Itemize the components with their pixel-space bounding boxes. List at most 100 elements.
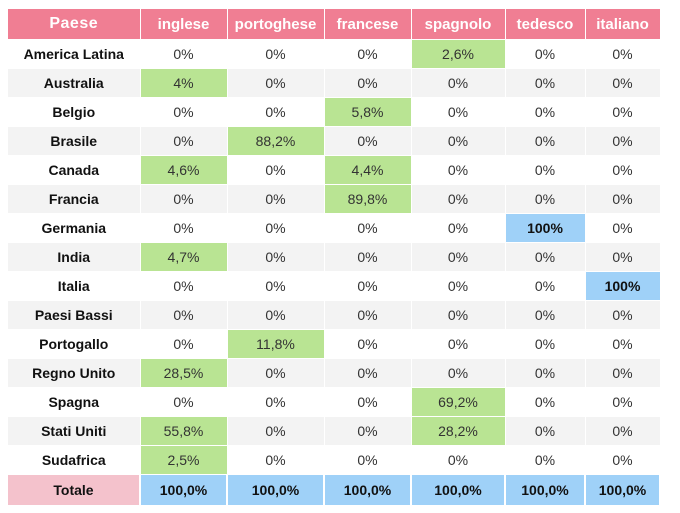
value-cell: 0% bbox=[411, 242, 506, 272]
country-name: Paesi Bassi bbox=[8, 300, 141, 330]
header-language-inglese: inglese bbox=[140, 9, 228, 40]
total-cell: 100,0% bbox=[324, 474, 412, 506]
table-row: Spagna 0% 0% 0% 69,2% 0% 0% bbox=[8, 387, 661, 417]
value-cell: 0% bbox=[411, 445, 506, 475]
value-cell: 0% bbox=[585, 358, 661, 388]
table-row: Francia 0% 0% 89,8% 0% 0% 0% bbox=[8, 184, 661, 214]
value-cell: 0% bbox=[585, 416, 661, 446]
header-language-spagnolo: spagnolo bbox=[411, 9, 506, 40]
value-cell: 28,5% bbox=[140, 358, 228, 388]
value-cell: 0% bbox=[227, 155, 325, 185]
value-cell: 0% bbox=[505, 416, 586, 446]
value-cell: 0% bbox=[505, 271, 586, 301]
language-distribution-table: Paese inglese portoghese francese spagno… bbox=[8, 9, 661, 506]
value-cell: 89,8% bbox=[324, 184, 412, 214]
table-row: Portogallo 0% 11,8% 0% 0% 0% 0% bbox=[8, 329, 661, 359]
value-cell: 0% bbox=[585, 39, 661, 69]
value-cell: 0% bbox=[411, 271, 506, 301]
value-cell: 0% bbox=[411, 300, 506, 330]
value-cell: 11,8% bbox=[227, 329, 325, 359]
value-cell: 28,2% bbox=[411, 416, 506, 446]
value-cell: 4% bbox=[140, 68, 228, 98]
country-name: Stati Uniti bbox=[8, 416, 141, 446]
header-language-portoghese: portoghese bbox=[227, 9, 325, 40]
table-row: Canada 4,6% 0% 4,4% 0% 0% 0% bbox=[8, 155, 661, 185]
value-cell: 0% bbox=[227, 387, 325, 417]
value-cell: 0% bbox=[324, 445, 412, 475]
value-cell: 0% bbox=[227, 300, 325, 330]
country-name: India bbox=[8, 242, 141, 272]
value-cell: 0% bbox=[227, 445, 325, 475]
value-cell: 0% bbox=[505, 155, 586, 185]
value-cell: 0% bbox=[140, 184, 228, 214]
value-cell: 0% bbox=[585, 68, 661, 98]
value-cell: 0% bbox=[585, 300, 661, 330]
value-cell: 0% bbox=[505, 387, 586, 417]
value-cell: 0% bbox=[585, 184, 661, 214]
value-cell: 4,7% bbox=[140, 242, 228, 272]
country-name: Spagna bbox=[8, 387, 141, 417]
value-cell: 0% bbox=[411, 213, 506, 243]
value-cell: 0% bbox=[140, 97, 228, 127]
header-language-francese: francese bbox=[324, 9, 412, 40]
value-cell: 0% bbox=[324, 213, 412, 243]
total-cell: 100,0% bbox=[585, 474, 661, 506]
value-cell: 0% bbox=[411, 184, 506, 214]
value-cell: 0% bbox=[140, 329, 228, 359]
totals-row: Totale 100,0% 100,0% 100,0% 100,0% 100,0… bbox=[8, 474, 661, 506]
country-name: Belgio bbox=[8, 97, 141, 127]
value-cell: 100% bbox=[585, 271, 661, 301]
value-cell: 0% bbox=[411, 68, 506, 98]
table-body: America Latina 0% 0% 0% 2,6% 0% 0% Australia 4% 0… bbox=[8, 39, 661, 475]
value-cell: 0% bbox=[324, 39, 412, 69]
country-name: Germania bbox=[8, 213, 141, 243]
value-cell: 0% bbox=[140, 300, 228, 330]
table-row: Germania 0% 0% 0% 0% 100% 0% bbox=[8, 213, 661, 243]
country-name: Sudafrica bbox=[8, 445, 141, 475]
value-cell: 5,8% bbox=[324, 97, 412, 127]
value-cell: 0% bbox=[505, 184, 586, 214]
value-cell: 0% bbox=[585, 387, 661, 417]
total-cell: 100,0% bbox=[227, 474, 325, 506]
value-cell: 0% bbox=[505, 68, 586, 98]
country-name: Regno Unito bbox=[8, 358, 141, 388]
value-cell: 0% bbox=[411, 329, 506, 359]
value-cell: 0% bbox=[505, 358, 586, 388]
value-cell: 0% bbox=[324, 329, 412, 359]
value-cell: 0% bbox=[140, 387, 228, 417]
value-cell: 0% bbox=[227, 68, 325, 98]
value-cell: 0% bbox=[140, 271, 228, 301]
value-cell: 0% bbox=[505, 242, 586, 272]
value-cell: 0% bbox=[505, 329, 586, 359]
header-language-italiano: italiano bbox=[585, 9, 661, 40]
table-row: Belgio 0% 0% 5,8% 0% 0% 0% bbox=[8, 97, 661, 127]
country-name: Australia bbox=[8, 68, 141, 98]
value-cell: 0% bbox=[227, 213, 325, 243]
table-row: India 4,7% 0% 0% 0% 0% 0% bbox=[8, 242, 661, 272]
value-cell: 0% bbox=[324, 358, 412, 388]
value-cell: 0% bbox=[585, 445, 661, 475]
table-row: America Latina 0% 0% 0% 2,6% 0% 0% bbox=[8, 39, 661, 69]
table-row: Brasile 0% 88,2% 0% 0% 0% 0% bbox=[8, 126, 661, 156]
country-name: Brasile bbox=[8, 126, 141, 156]
value-cell: 0% bbox=[505, 39, 586, 69]
header-language-tedesco: tedesco bbox=[505, 9, 586, 40]
value-cell: 0% bbox=[140, 213, 228, 243]
table-row: Stati Uniti 55,8% 0% 0% 28,2% 0% 0% bbox=[8, 416, 661, 446]
value-cell: 0% bbox=[324, 300, 412, 330]
value-cell: 0% bbox=[140, 126, 228, 156]
header-row: Paese inglese portoghese francese spagno… bbox=[8, 9, 661, 40]
value-cell: 0% bbox=[227, 416, 325, 446]
value-cell: 0% bbox=[324, 242, 412, 272]
table-row: Italia 0% 0% 0% 0% 0% 100% bbox=[8, 271, 661, 301]
table-row: Sudafrica 2,5% 0% 0% 0% 0% 0% bbox=[8, 445, 661, 475]
value-cell: 0% bbox=[227, 271, 325, 301]
value-cell: 0% bbox=[140, 39, 228, 69]
value-cell: 0% bbox=[505, 126, 586, 156]
table-row: Regno Unito 28,5% 0% 0% 0% 0% 0% bbox=[8, 358, 661, 388]
totals-label: Totale bbox=[8, 474, 141, 506]
total-cell: 100,0% bbox=[411, 474, 506, 506]
value-cell: 0% bbox=[324, 416, 412, 446]
country-name: America Latina bbox=[8, 39, 141, 69]
total-cell: 100,0% bbox=[505, 474, 586, 506]
